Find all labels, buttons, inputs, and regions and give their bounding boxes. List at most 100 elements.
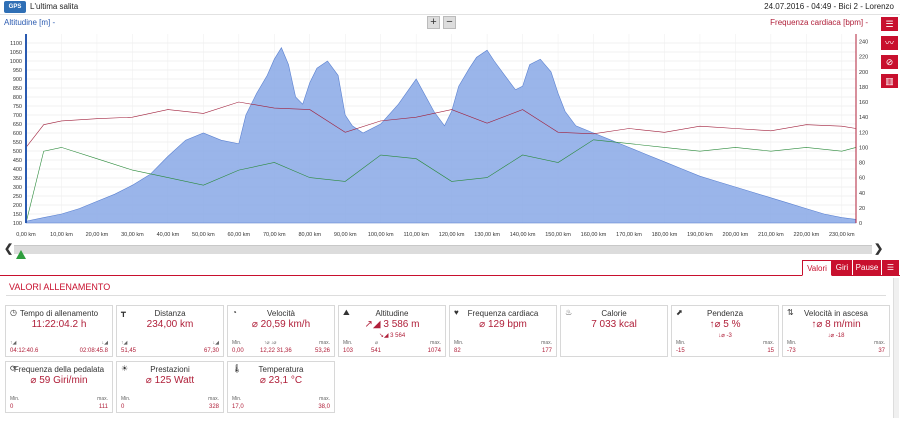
stat-foot-label: Min. xyxy=(232,340,242,346)
right-tick-label: 180 xyxy=(859,85,868,91)
stat-value: 234,00 km xyxy=(146,319,194,330)
right-tick-label: 120 xyxy=(859,130,868,136)
stat-foot-label: max. xyxy=(430,340,441,346)
stat-card-vam: ⇅ Velocità in ascesa ↑⌀ 8 m/min ↓⌀ -18 Min. m… xyxy=(782,305,890,357)
heart-rate-line xyxy=(25,101,857,148)
stat-foot-value: 04:12:40.6 xyxy=(10,348,39,354)
stat-sub-value: ↓⌀ -18 xyxy=(827,333,845,339)
thermometer-icon: 🌡 xyxy=(232,364,243,373)
tab-pause[interactable]: Pause xyxy=(853,260,881,276)
left-tick-label: 1000 xyxy=(10,59,22,65)
zoom-in-button[interactable]: + xyxy=(427,16,440,29)
stat-foot-value: 103 xyxy=(343,348,354,354)
left-tick-label: 1050 xyxy=(10,50,22,56)
right-tick-label: 240 xyxy=(859,40,868,46)
stat-foot-label: ↑◢ xyxy=(10,340,17,346)
stat-foot-label: ⌀ xyxy=(375,340,379,346)
left-tick-label: 300 xyxy=(13,185,22,191)
no-sign-icon[interactable]: ⊘ xyxy=(881,55,898,69)
range-slider[interactable] xyxy=(14,245,872,254)
bar-chart-icon[interactable]: ▥ xyxy=(881,74,898,88)
stat-value: ⌀ 129 bpm xyxy=(479,319,527,330)
activity-chart[interactable]: 1001502002503003504004505005506006507007… xyxy=(0,30,880,244)
left-tick-label: 600 xyxy=(13,131,22,137)
x-tick-label: 80,00 km xyxy=(298,232,321,238)
tab-valori[interactable]: Valori xyxy=(802,260,832,276)
left-tick-label: 350 xyxy=(13,176,22,182)
x-tick-label: 180,00 km xyxy=(652,232,678,238)
stat-value: 11:22:04.2 h xyxy=(31,319,87,330)
stat-foot-value: 111 xyxy=(98,404,108,410)
speedometer-icon: ◔ xyxy=(232,308,237,317)
stat-title: Velocità xyxy=(266,309,296,318)
zoom-out-button[interactable]: − xyxy=(443,16,456,29)
x-axis-ticks: 0,00 km 10,00 km 20,00 km 30,00 km 40,00 km 5… xyxy=(16,232,855,238)
left-tick-label: 950 xyxy=(13,68,22,74)
stat-foot-label: ↓◢ xyxy=(101,340,108,346)
right-tick-label: 100 xyxy=(859,145,868,151)
x-tick-label: 160,00 km xyxy=(581,232,607,238)
power-icon: ☀ xyxy=(121,364,129,373)
stat-foot-label: ↓◢ xyxy=(212,340,219,346)
x-tick-label: 120,00 km xyxy=(439,232,465,238)
x-tick-label: 230,00 km xyxy=(829,232,855,238)
right-tick-label: 20 xyxy=(859,206,865,212)
stopwatch-icon: ◷ xyxy=(10,308,17,317)
stat-foot-label: ↑◢ xyxy=(121,340,128,346)
x-tick-label: 110,00 km xyxy=(404,232,430,238)
slope-icon: ⬈ xyxy=(676,308,683,317)
section-divider xyxy=(6,295,886,296)
stat-foot-value: 67,30 xyxy=(203,348,219,354)
stat-foot-label: ↑⌀ ↓⌀ xyxy=(264,340,277,346)
x-tick-label: 100,00 km xyxy=(368,232,394,238)
stat-value: ⌀ 20,59 km/h xyxy=(251,319,311,330)
app-logo: GPS xyxy=(4,1,26,13)
list-icon[interactable]: ☰ xyxy=(882,260,899,276)
left-tick-label: 400 xyxy=(13,167,22,173)
slider-right-arrow[interactable]: ❯ xyxy=(874,243,884,255)
x-tick-label: 40,00 km xyxy=(157,232,180,238)
tab-giri[interactable]: Giri xyxy=(832,260,852,276)
stat-foot-value: -73 xyxy=(787,348,796,354)
x-tick-label: 20,00 km xyxy=(86,232,109,238)
x-tick-label: 70,00 km xyxy=(263,232,286,238)
x-tick-label: 210,00 km xyxy=(758,232,784,238)
slider-handle[interactable] xyxy=(16,250,26,259)
x-tick-label: 200,00 km xyxy=(723,232,749,238)
left-tick-label: 1100 xyxy=(10,41,22,47)
section-title: VALORI ALLENAMENTO xyxy=(9,282,111,292)
stat-foot-value: 17,0 xyxy=(232,404,244,410)
x-tick-label: 50,00 km xyxy=(192,232,215,238)
x-tick-label: 220,00 km xyxy=(793,232,819,238)
left-tick-label: 750 xyxy=(13,104,22,110)
right-tick-label: 200 xyxy=(859,70,868,76)
stat-title: Prestazioni xyxy=(150,365,190,374)
left-tick-label: 550 xyxy=(13,140,22,146)
stat-foot-value: 12,22 31,36 xyxy=(260,348,292,354)
stat-foot-label: Min. xyxy=(787,340,797,346)
flame-icon: ♨ xyxy=(565,308,573,317)
left-axis-selector[interactable]: Altitudine [m] - xyxy=(4,18,56,27)
stat-foot-value: 0,00 xyxy=(232,348,244,354)
right-axis-selector[interactable]: Frequenza cardiaca [bpm] - xyxy=(770,18,868,27)
stat-foot-value: 02:08:45.8 xyxy=(79,348,108,354)
stat-sub-value: ↘◢ 3 564 xyxy=(378,333,406,339)
list-icon[interactable]: ☰ xyxy=(881,17,898,31)
tour-meta: 24.07.2016 - 04:49 - Bici 2 - Lorenzo xyxy=(764,2,894,11)
right-tick-label: 140 xyxy=(859,115,868,121)
chart-line-icon[interactable]: 〰 xyxy=(881,36,898,50)
stat-card-tempo: ◷ Tempo di allenamento 11:22:04.2 h ↑◢ ↓◢ 04:… xyxy=(5,305,113,357)
vertical-scrollbar[interactable] xyxy=(893,278,899,418)
stat-foot-value: 53,26 xyxy=(314,348,330,354)
slider-left-arrow[interactable]: ❮ xyxy=(4,243,14,255)
stat-value: ↗◢ 3 586 m xyxy=(364,319,420,330)
stat-title: Velocità in ascesa xyxy=(803,309,869,318)
stat-foot-label: Min. xyxy=(676,340,686,346)
stat-value: ↑⌀ 8 m/min xyxy=(811,319,861,330)
stat-card-altitudine: ⛰ Altitudine ↗◢ 3 586 m ↘◢ 3 564 Min. ⌀ max. 10… xyxy=(338,305,446,357)
left-tick-label: 150 xyxy=(13,212,22,218)
left-axis-ticks: 100 150 200 250 300 350 400 450 500 550 600 650 700 7… xyxy=(10,41,22,227)
tab-bar: Valori Giri Pause ☰ xyxy=(0,259,900,276)
stat-title: Temperatura xyxy=(258,365,304,374)
stat-foot-value: 0 xyxy=(121,404,125,410)
